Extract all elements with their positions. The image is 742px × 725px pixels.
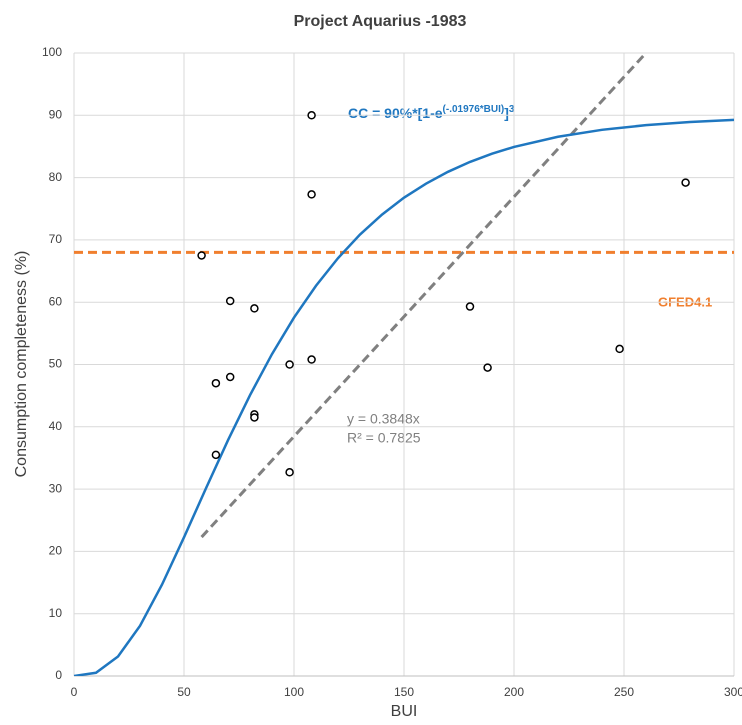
point [307, 190, 316, 199]
point [197, 251, 206, 260]
y-tick-label: 10 [49, 606, 63, 620]
x-tick-label: 0 [71, 685, 78, 699]
point [615, 344, 624, 354]
x-tick-label: 300 [724, 685, 742, 699]
point [285, 360, 294, 369]
point [307, 111, 316, 120]
y-tick-label: 60 [49, 294, 63, 308]
x-tick-label: 50 [177, 685, 191, 699]
trend-line [200, 53, 648, 539]
point [211, 450, 221, 460]
trend-r2: R² = 0.7825 [347, 430, 421, 446]
y-tick-label: 20 [49, 544, 63, 558]
point [225, 372, 235, 382]
point [681, 178, 690, 187]
x-tick-label: 100 [284, 685, 304, 699]
x-tick-label: 200 [504, 685, 524, 699]
y-tick-label: 0 [55, 668, 62, 682]
y-tick-label: 70 [49, 232, 63, 246]
point [250, 304, 259, 313]
point [307, 355, 316, 364]
y-tick-label: 40 [49, 419, 63, 433]
fit-curve [74, 118, 734, 676]
y-axis-label: Consumption completeness (%) [13, 251, 30, 478]
y-tick-label: 90 [49, 107, 63, 121]
point [483, 363, 492, 372]
curve-equation: CC = 90%*[1-e(-.01976*BUI)]3 [348, 104, 515, 121]
x-tick-label: 250 [614, 685, 634, 699]
point [225, 296, 235, 306]
x-axis-label: BUI [391, 703, 418, 720]
y-tick-label: 30 [49, 481, 63, 495]
point [465, 302, 475, 311]
chart-title: Project Aquarius -1983 [294, 13, 467, 30]
y-tick-label: 100 [42, 45, 62, 59]
trend-equation: y = 0.3848x [347, 411, 420, 427]
point [250, 413, 259, 422]
x-tick-label: 150 [394, 685, 414, 699]
y-tick-label: 50 [49, 357, 63, 371]
y-tick-label: 80 [49, 170, 63, 184]
point [211, 378, 221, 388]
point [285, 468, 294, 477]
